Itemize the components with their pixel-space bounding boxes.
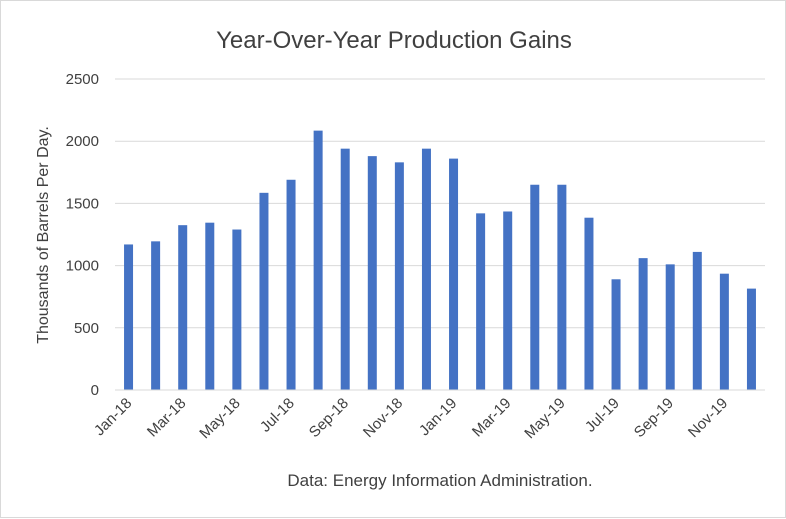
source-note: Data: Energy Information Administration. — [287, 471, 592, 490]
chart-title: Year-Over-Year Production Gains — [216, 27, 572, 54]
x-tick-label: Nov-19 — [685, 395, 731, 441]
bar-Feb-18 — [151, 241, 161, 390]
x-tick-label: May-19 — [521, 395, 568, 442]
y-tick-label: 2000 — [66, 133, 99, 150]
bar-Jul-18 — [286, 179, 296, 390]
bar-Jan-19 — [449, 158, 459, 390]
bar-Feb-19 — [476, 213, 486, 390]
x-tick-label: Jan-18 — [91, 395, 135, 439]
bar-Aug-18 — [313, 130, 323, 390]
bar-Apr-18 — [205, 222, 215, 390]
bar-Nov-18 — [394, 162, 404, 390]
x-tick-label: Jan-19 — [416, 395, 460, 439]
bar-Mar-19 — [503, 211, 513, 390]
bar-Oct-18 — [367, 156, 377, 390]
bar-Dec-19 — [746, 288, 756, 390]
x-tick-label: May-18 — [196, 395, 243, 442]
y-tick-label: 2500 — [66, 71, 99, 88]
y-tick-label: 500 — [74, 320, 99, 337]
grid-lines — [115, 78, 765, 329]
y-tick-label: 1000 — [66, 258, 99, 275]
x-tick-label: Nov-18 — [360, 395, 406, 441]
bar-Apr-19 — [530, 184, 540, 390]
x-tick-label: Jul-19 — [582, 395, 623, 436]
y-axis-label: Thousands of Barrels Per Day. — [35, 126, 52, 344]
x-tick-label: Sep-19 — [631, 395, 677, 441]
y-tick-label: 1500 — [66, 195, 99, 212]
x-axis-ticks: Jan-18 Mar-18 May-18 Jul-18 Sep-18 Nov-18 Jan-… — [91, 395, 731, 442]
bar-Jun-19 — [584, 217, 594, 390]
x-tick-label: Sep-18 — [306, 395, 352, 441]
bar-Oct-19 — [692, 251, 702, 390]
y-axis-ticks: 0 500 1000 1500 2000 2500 — [66, 71, 99, 399]
bar-Mar-18 — [178, 225, 188, 390]
bar-Jul-19 — [611, 279, 621, 390]
x-tick-label: Mar-19 — [469, 395, 515, 441]
bar-May-19 — [557, 184, 567, 390]
bar-Aug-19 — [638, 258, 648, 390]
bar-Sep-19 — [665, 264, 675, 390]
bar-Jun-18 — [259, 192, 269, 390]
bar-Nov-19 — [719, 273, 729, 390]
bar-Sep-18 — [340, 148, 350, 390]
x-tick-label: Mar-18 — [144, 395, 190, 441]
bar-Jan-18 — [124, 244, 134, 390]
bar-Dec-18 — [421, 148, 431, 390]
x-tick-label: Jul-18 — [257, 395, 298, 436]
bar-May-18 — [232, 229, 242, 390]
bars — [124, 130, 756, 390]
y-tick-label: 0 — [91, 382, 99, 399]
